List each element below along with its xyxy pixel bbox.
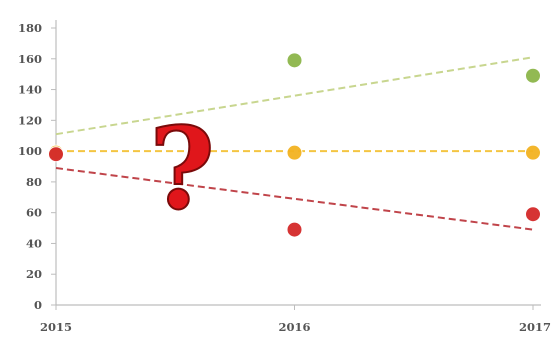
data-point-series-3	[286, 221, 303, 238]
data-point-series-3	[525, 206, 541, 223]
trendline-series-1	[55, 56, 534, 136]
data-point-series-2	[286, 144, 303, 161]
y-tick-label: 140	[18, 83, 42, 97]
y-tick-label: 100	[18, 144, 42, 158]
axes	[55, 20, 541, 306]
y-tick-label: 60	[26, 206, 42, 220]
data-points	[48, 52, 541, 238]
x-tick-label: 2016	[278, 320, 310, 334]
question-mark-annotation: ?	[149, 104, 215, 235]
y-tick-label: 20	[26, 267, 42, 281]
data-point-series-2	[525, 144, 541, 161]
y-tick-label: 80	[26, 175, 42, 189]
trendline-series-3	[55, 167, 534, 231]
y-tick-labels: 0 20 40 60 80 100 120 140 160 180	[18, 21, 56, 312]
x-tick-labels: 2015 2016 2017	[40, 305, 551, 334]
x-tick-label: 2017	[519, 320, 551, 334]
data-point-series-1	[525, 67, 541, 84]
y-tick-label: 160	[18, 52, 42, 66]
trendlines	[55, 56, 534, 231]
data-point-series-1	[286, 52, 303, 69]
y-tick-label: 120	[18, 113, 42, 127]
y-tick-label: 0	[34, 298, 42, 312]
y-tick-label: 40	[26, 236, 42, 250]
y-tick-label: 180	[18, 21, 42, 35]
data-point-series-3	[48, 146, 64, 163]
x-tick-label: 2015	[40, 320, 72, 334]
